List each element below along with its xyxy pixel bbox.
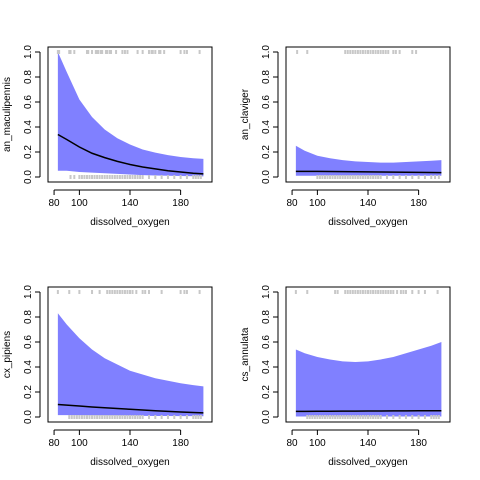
x-axis-title: dissolved_oxygen [328,217,408,228]
x-tick-label: 100 [309,198,326,209]
y-tick-label: 0.6 [23,95,34,109]
plot-frame [285,286,451,423]
x-tick-label: 80 [287,438,299,449]
y-tick-label: 1.0 [23,285,34,299]
x-tick-label: 180 [172,198,189,209]
y-tick-label: 0.6 [261,95,272,109]
x-axis-title: dissolved_oxygen [328,457,408,468]
y-tick-label: 1.0 [23,45,34,59]
y-tick-label: 0.2 [261,385,272,399]
y-tick-label: 0.0 [261,410,272,424]
x-tick-label: 100 [309,438,326,449]
y-tick-label: 0.0 [23,410,34,424]
y-tick-label: 0.6 [261,335,272,349]
y-tick-label: 0.8 [261,70,272,84]
x-tick-label: 140 [122,438,139,449]
plot-frame [47,286,213,423]
y-axis-title: an_maculipennis [2,77,13,152]
panel-3: 80 100 140 180 0.0 0.2 0.4 0.6 0.8 1.0 dissolved_o… [2,285,213,468]
y-tick-label: 0.2 [261,145,272,159]
fit-line [57,403,204,414]
x-tick-label: 140 [360,198,377,209]
panel-2: 80 100 140 180 0.0 0.2 0.4 0.6 0.8 1.0 dissolved_o… [240,45,451,228]
y-tick-label: 0.4 [261,360,272,374]
x-axis-title: dissolved_oxygen [90,457,170,468]
y-tick-label: 0.8 [261,310,272,324]
fit-line [295,170,442,174]
y-tick-label: 1.0 [261,285,272,299]
panel-1: 80 100 140 180 0.0 0.2 0.4 0.6 0.8 1.0 dissolved_o… [2,45,213,228]
x-tick-label: 180 [172,438,189,449]
y-tick-label: 0.0 [261,170,272,184]
fit-line [57,133,204,175]
x-tick-label: 140 [122,198,139,209]
plot-frame [285,46,451,183]
x-tick-label: 180 [410,198,427,209]
y-axis-title: an_claviger [240,88,251,140]
confidence-band [295,145,442,176]
x-tick-label: 180 [410,438,427,449]
plot-frame [47,46,213,183]
y-tick-label: 0.2 [23,385,34,399]
x-tick-label: 100 [71,198,88,209]
confidence-band [57,313,204,417]
confidence-band [57,52,204,177]
x-tick-label: 80 [49,198,61,209]
y-tick-label: 0.4 [261,120,272,134]
x-tick-label: 80 [49,438,61,449]
y-tick-label: 0.2 [23,145,34,159]
confidence-band [295,342,442,417]
y-tick-label: 0.8 [23,70,34,84]
x-tick-label: 100 [71,438,88,449]
x-tick-label: 140 [360,438,377,449]
fit-line [295,410,442,413]
y-tick-label: 0.6 [23,335,34,349]
y-tick-label: 0.8 [23,310,34,324]
y-tick-label: 0.0 [23,170,34,184]
x-axis-title: dissolved_oxygen [90,217,170,228]
panel-4: 80 100 140 180 0.0 0.2 0.4 0.6 0.8 1.0 dissolved_o… [240,285,451,468]
y-tick-label: 0.4 [23,120,34,134]
y-tick-label: 1.0 [261,45,272,59]
y-axis-title: cs_annulata [240,327,251,381]
x-tick-label: 80 [287,198,299,209]
y-axis-title: cx_pipiens [2,331,13,378]
y-tick-label: 0.4 [23,360,34,374]
